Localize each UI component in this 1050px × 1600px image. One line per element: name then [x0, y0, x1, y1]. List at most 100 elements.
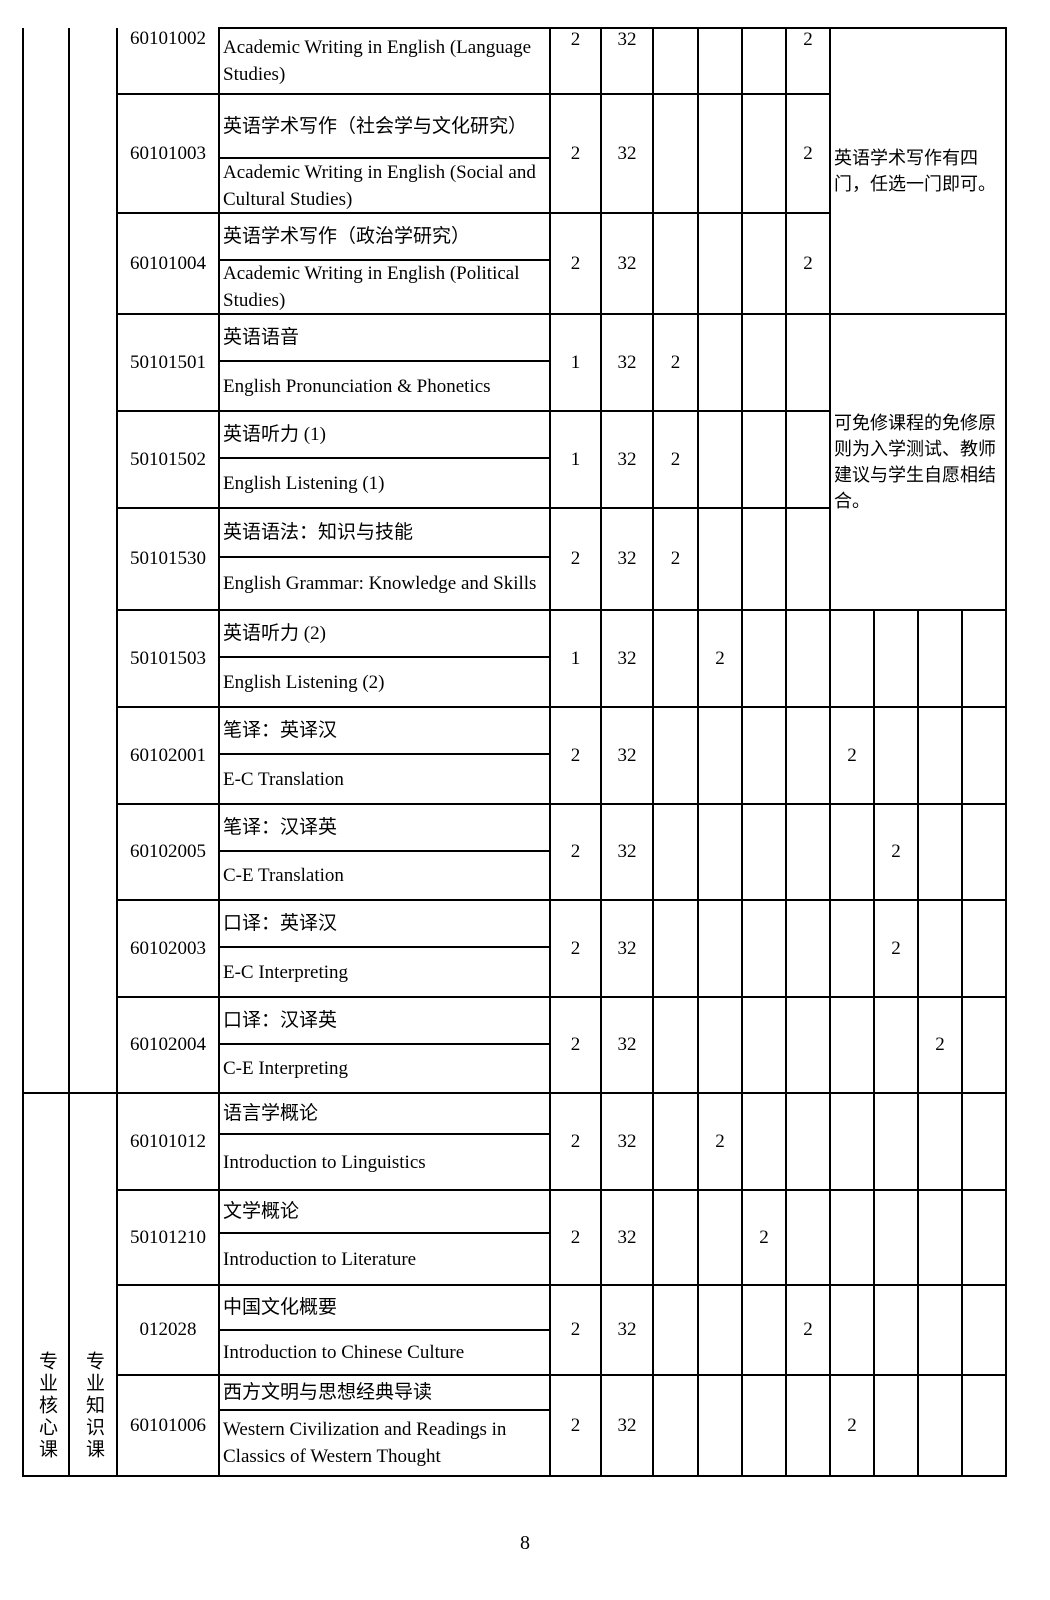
- semester-2-hours: [697, 803, 743, 901]
- semester-5-hours: [829, 899, 875, 998]
- course-name-cn: 文学概论: [220, 1191, 549, 1234]
- semester-5-hours: 2: [829, 1374, 875, 1477]
- course-name-en: Academic Writing in English (Political S…: [223, 263, 520, 311]
- semester-2-hours: [697, 1374, 743, 1477]
- credits: 2: [549, 93, 602, 214]
- course-name-en: English Listening (2): [223, 671, 385, 693]
- semester-7-hours: [917, 899, 963, 998]
- semester-1-hours: [652, 1092, 699, 1191]
- course-name-cn: 英语语音: [220, 315, 549, 362]
- subcategory-label: 专业知识课: [83, 1351, 104, 1461]
- course-name-en: English Listening (1): [223, 472, 385, 494]
- hours: 32: [600, 1189, 654, 1286]
- course-name-en: Academic Writing in English (Social and …: [223, 161, 536, 210]
- semester-2-hours: 2: [697, 609, 743, 708]
- semester-1-hours: [652, 1284, 699, 1376]
- semester-2-hours: [697, 706, 743, 805]
- semester-2-hours: [697, 313, 743, 412]
- course-row: 60101006 西方文明与思想经典导读 Western Civilization …: [23, 1374, 1007, 1477]
- course-name-cn: 口译：汉译英: [220, 998, 549, 1045]
- course-name: 英语语音 English Pronunciation & Phonetics: [218, 313, 551, 412]
- semester-8-hours: [961, 1374, 1007, 1477]
- semester-1-hours: [652, 212, 699, 315]
- semester-7-hours: 2: [917, 996, 963, 1094]
- semester-3-hours: [741, 507, 787, 611]
- course-name-en: Introduction to Chinese Culture: [223, 1342, 465, 1363]
- semester-7-hours: [917, 1092, 963, 1191]
- semester-5-hours: 2: [829, 706, 875, 805]
- semester-4-hours: 2: [785, 1284, 831, 1376]
- course-code: 60101002: [116, 28, 220, 95]
- semester-1-hours: [652, 706, 699, 805]
- hours: 32: [600, 1092, 654, 1191]
- semester-4-hours: [785, 1189, 831, 1286]
- course-name-cn: 中国文化概要: [220, 1286, 549, 1331]
- course-row: 60102005 笔译：汉译英 C-E Translation 2 32 2: [23, 803, 1007, 901]
- course-name-en: English Grammar: Knowledge and Skills: [223, 573, 537, 594]
- semester-8-hours: [961, 1092, 1007, 1191]
- semester-5-hours: [829, 1092, 875, 1191]
- credits: 1: [549, 609, 602, 708]
- semester-4-hours: [785, 706, 831, 805]
- course-code: 60102005: [116, 803, 220, 901]
- course-name: 文学概论 Introduction to Literature: [218, 1189, 551, 1286]
- page-number: 8: [520, 1532, 530, 1554]
- course-name: 英语语法：知识与技能 English Grammar: Knowledge and…: [218, 507, 551, 611]
- course-name: 西方文明与思想经典导读 Western Civilization and Read…: [218, 1374, 551, 1477]
- course-name: Academic Writing in English (Language St…: [218, 27, 551, 95]
- semester-6-hours: [873, 996, 919, 1094]
- course-row: 60102004 口译：汉译英 C-E Interpreting 2 32 2: [23, 996, 1007, 1094]
- hours: 32: [600, 212, 654, 315]
- semester-4-hours: [785, 507, 831, 611]
- semester-6-hours: [873, 1374, 919, 1477]
- semester-1-hours: 2: [652, 313, 699, 412]
- credits: 2: [549, 996, 602, 1094]
- credits: 2: [549, 1284, 602, 1376]
- hours: 32: [600, 609, 654, 708]
- credits: 2: [549, 899, 602, 998]
- course-code: 60101003: [116, 93, 220, 214]
- course-row: 60101004 英语学术写作（政治学研究） Academic Writing in…: [23, 212, 1006, 315]
- course-name: 英语学术写作（政治学研究） Academic Writing in English…: [218, 212, 551, 315]
- course-name-en: Western Civilization and Readings in Cla…: [223, 1419, 507, 1467]
- semester-8-hours: [961, 803, 1007, 901]
- hours: 32: [600, 899, 654, 998]
- course-name: 笔译：汉译英 C-E Translation: [218, 803, 551, 901]
- semester-5-hours: [829, 996, 875, 1094]
- semester-3-hours: [741, 1284, 787, 1376]
- semester-1-hours: [652, 1189, 699, 1286]
- hours: 32: [600, 93, 654, 214]
- semester-4-hours: 2: [785, 212, 831, 315]
- category-cell: [22, 28, 70, 1094]
- semester-7-hours: [917, 803, 963, 901]
- semester-2-hours: [697, 410, 743, 509]
- course-name-en: English Pronunciation & Phonetics: [223, 375, 491, 397]
- semester-7-hours: [917, 706, 963, 805]
- subcategory-cell: [68, 28, 118, 1094]
- course-code: 50101530: [116, 507, 220, 611]
- semester-2-hours: [697, 899, 743, 998]
- semester-1-hours: [652, 996, 699, 1094]
- semester-5-hours: [829, 1284, 875, 1376]
- course-name-en: E-C Interpreting: [223, 961, 349, 983]
- course-row: 专业核心课 专业知识课 60101012 语言学概论 Introduction to L…: [22, 1092, 1007, 1477]
- course-name-cn: 口译：英译汉: [220, 901, 549, 948]
- credits: 1: [549, 313, 602, 412]
- course-code: 60101012: [116, 1092, 220, 1191]
- course-code: 60102001: [116, 706, 220, 805]
- course-name-en: C-E Interpreting: [223, 1058, 349, 1079]
- semester-1-hours: [652, 27, 699, 95]
- semester-3-hours: [741, 410, 787, 509]
- semester-2-hours: [697, 212, 743, 315]
- semester-5-hours: [829, 803, 875, 901]
- hours: 32: [600, 313, 654, 412]
- semester-6-hours: [873, 1189, 919, 1286]
- course-name-cn: 西方文明与思想经典导读: [220, 1376, 549, 1411]
- course-row: 50101502 英语听力 (1) English Listening (1) 1 32…: [23, 410, 1006, 509]
- hours: 32: [600, 27, 654, 95]
- semester-4-hours: [785, 410, 831, 509]
- semester-7-hours: [917, 1284, 963, 1376]
- semester-6-hours: [873, 1284, 919, 1376]
- course-name-cn: 笔译：汉译英: [220, 805, 549, 852]
- course-name: 笔译：英译汉 E-C Translation: [218, 706, 551, 805]
